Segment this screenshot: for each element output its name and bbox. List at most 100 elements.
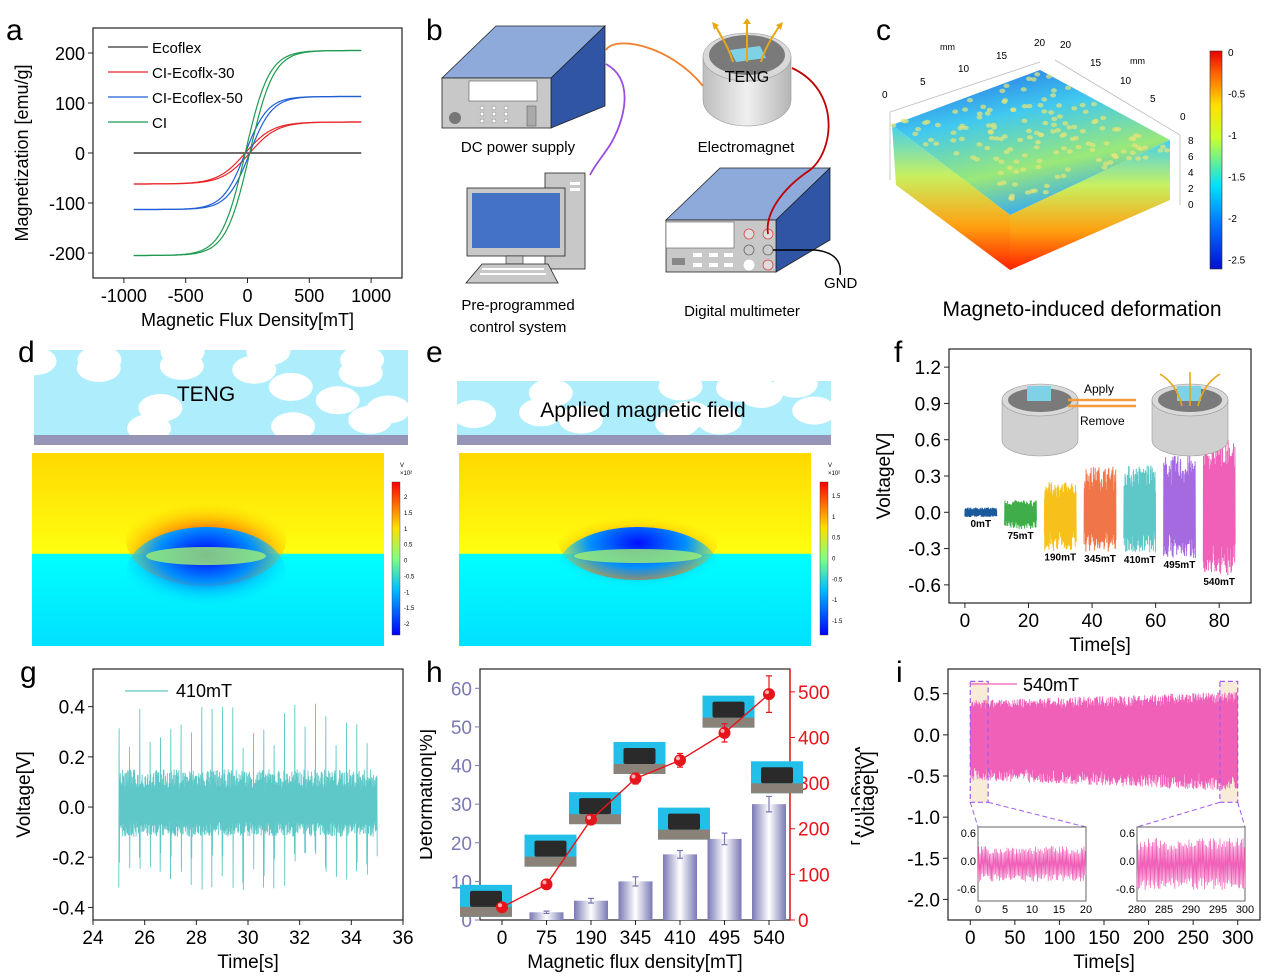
pore bbox=[1064, 167, 1071, 172]
chart-deformation-voltage: 0 75 190 345 410 495 5400102030405060Magnetic … bbox=[420, 668, 860, 973]
pore bbox=[457, 400, 496, 429]
pore bbox=[962, 107, 969, 112]
pore bbox=[666, 401, 711, 429]
x-tick-label: 34 bbox=[341, 928, 363, 949]
y-tick-label: 15 bbox=[1090, 58, 1102, 69]
pore bbox=[1103, 141, 1110, 146]
bar-deformation bbox=[574, 900, 608, 920]
chart-voltage-410mT: 24 26 28 30 32 34 36 -0.4 -0.2 0.0 0.2 0.4 Time[s] Vo… bbox=[14, 668, 414, 973]
pore bbox=[658, 381, 703, 401]
voltage-point bbox=[718, 726, 731, 739]
sample-photo-foam bbox=[761, 767, 793, 784]
x-axis-unit: mm bbox=[940, 42, 955, 52]
colorbar-tick-label: -1 bbox=[832, 598, 838, 604]
pore bbox=[1041, 109, 1048, 114]
wire-purple bbox=[589, 63, 626, 176]
y-right-tick-label: 400 bbox=[798, 728, 830, 749]
panel-label-i: i bbox=[896, 656, 903, 689]
y-tick-label: -100 bbox=[49, 194, 85, 214]
burst-label: 0mT bbox=[971, 519, 992, 530]
pore bbox=[1120, 149, 1127, 154]
y-tick-label: 60 bbox=[451, 679, 472, 700]
pore bbox=[915, 127, 921, 132]
pore bbox=[1021, 153, 1028, 158]
teng-sample bbox=[1027, 386, 1051, 401]
pore bbox=[1091, 101, 1097, 107]
pore bbox=[1030, 77, 1037, 82]
y-right-axis-label: Voltage[mV] bbox=[850, 743, 860, 845]
x-tick-label: -1000 bbox=[101, 286, 147, 306]
pore bbox=[271, 412, 316, 435]
pore bbox=[1042, 190, 1049, 195]
pore bbox=[976, 111, 983, 116]
y-tick-label: 0.9 bbox=[915, 394, 941, 415]
pore bbox=[1010, 107, 1017, 112]
inset-x-tick-label: 20 bbox=[1080, 904, 1092, 916]
pore bbox=[1013, 159, 1020, 164]
pore bbox=[1042, 120, 1049, 126]
pore bbox=[950, 138, 957, 143]
pore bbox=[1126, 156, 1133, 161]
colorbar-tick-label: -1 bbox=[1228, 131, 1237, 142]
x-tick-label: 0 bbox=[242, 286, 252, 306]
y-tick-label: 200 bbox=[55, 44, 85, 64]
pore bbox=[1089, 142, 1096, 148]
apply-label: Apply bbox=[1084, 382, 1114, 396]
pore bbox=[928, 137, 934, 143]
pore bbox=[160, 350, 205, 366]
pore bbox=[1061, 146, 1067, 151]
voltage-point bbox=[585, 813, 597, 826]
pore bbox=[1082, 109, 1089, 115]
legend-label: CI-Ecoflex-50 bbox=[152, 90, 243, 107]
pore bbox=[1026, 103, 1033, 109]
pore bbox=[952, 109, 959, 114]
pore bbox=[1054, 174, 1061, 179]
y-tick-label: -0.2 bbox=[52, 848, 85, 869]
chart-magnetization: -1000 -500 0 500 1000-200-1000100200Magnetic… bbox=[12, 27, 403, 330]
pore bbox=[970, 155, 977, 160]
pore bbox=[1051, 122, 1057, 128]
x-tick-label: 200 bbox=[1133, 928, 1165, 949]
voltage-point-highlight bbox=[498, 903, 502, 908]
diagram-setup: TENG DC power supply Electromagnet Pre-p… bbox=[441, 18, 858, 336]
sample-photo-base bbox=[460, 906, 512, 917]
pore bbox=[1069, 136, 1076, 142]
y-tick-label: 0.0 bbox=[59, 798, 85, 819]
colorbar-tick-label: -2 bbox=[1228, 214, 1237, 225]
pore bbox=[1138, 146, 1144, 152]
voltage-burst-345mT bbox=[1083, 466, 1117, 552]
digital-multimeter-icon bbox=[665, 167, 831, 273]
pore bbox=[986, 107, 993, 113]
electromagnet-icon bbox=[702, 18, 792, 127]
inset-x-tick-label: 290 bbox=[1182, 904, 1200, 916]
inset-y-tick-label: 0.6 bbox=[961, 828, 976, 840]
panel-label-f: f bbox=[894, 336, 903, 369]
x-axis-label: Time[s] bbox=[1069, 635, 1131, 656]
colorbar-unit: V bbox=[828, 463, 832, 469]
pore bbox=[246, 350, 291, 366]
panel-label-b: b bbox=[426, 14, 443, 47]
pore bbox=[1079, 129, 1086, 134]
pore bbox=[1007, 147, 1014, 152]
pore bbox=[1101, 165, 1108, 170]
pore bbox=[912, 131, 919, 136]
pore bbox=[1026, 76, 1032, 82]
pore bbox=[922, 142, 929, 147]
y-axis-label: Voltage[V] bbox=[874, 433, 895, 520]
pore bbox=[1031, 188, 1038, 193]
y-tick-label: 40 bbox=[451, 757, 472, 778]
inset-x-tick-label: 280 bbox=[1128, 904, 1146, 916]
pore bbox=[998, 159, 1005, 164]
pore bbox=[953, 151, 960, 156]
dc-power-label: DC power supply bbox=[461, 139, 576, 156]
pore bbox=[127, 414, 172, 435]
y-tick-label: 0.5 bbox=[914, 685, 940, 706]
colorbar-unit: V bbox=[400, 463, 404, 469]
zoom-region-outline bbox=[1219, 680, 1239, 803]
x-tick-label: 20 bbox=[1018, 611, 1039, 632]
colorbar-tick-label: 0.5 bbox=[404, 543, 413, 549]
pore bbox=[999, 88, 1006, 94]
pore bbox=[1003, 149, 1010, 155]
burst-label: 495mT bbox=[1164, 560, 1196, 571]
pore bbox=[1129, 150, 1136, 156]
